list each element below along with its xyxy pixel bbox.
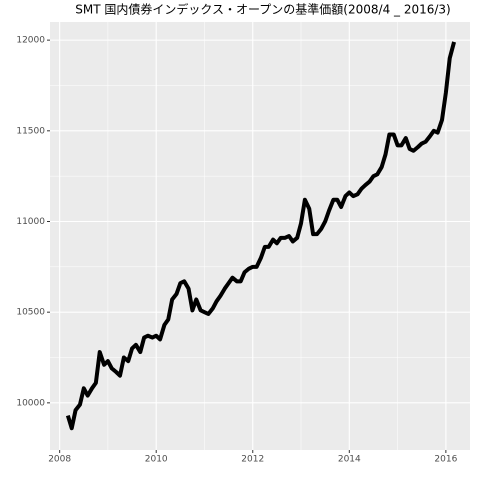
x-tick-label: 2012 [241, 455, 264, 465]
y-tick-label: 12000 [16, 36, 45, 46]
data-line [65, 41, 457, 431]
chart-title: SMT 国内債券インデックス・オープンの基準価額(2008/4 _ 2016/3… [75, 2, 450, 17]
y-tick-label: 10000 [16, 398, 45, 408]
x-tick-label: 2008 [48, 455, 71, 465]
plot-panel [50, 22, 470, 450]
x-tick-label: 2010 [145, 455, 168, 465]
y-tick-label: 11500 [16, 126, 45, 136]
x-tick-label: 2014 [338, 455, 361, 465]
y-tick-label: 11000 [16, 217, 45, 227]
y-tick-label: 10500 [16, 308, 45, 318]
x-tick-label: 2016 [434, 455, 457, 465]
